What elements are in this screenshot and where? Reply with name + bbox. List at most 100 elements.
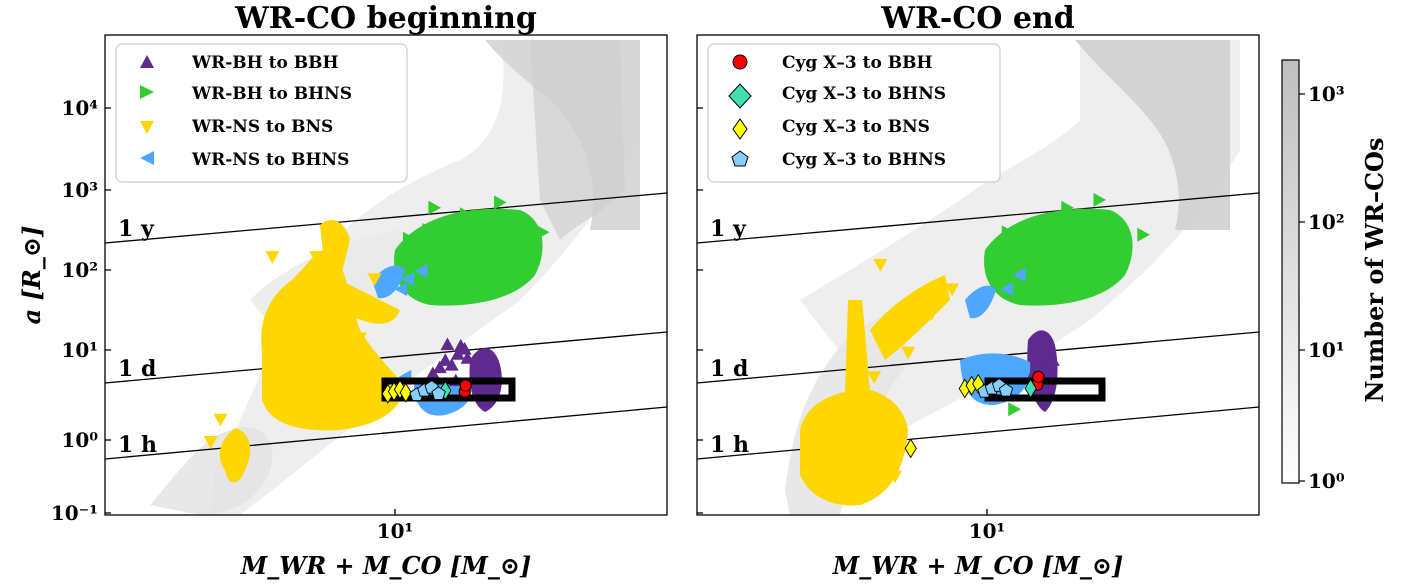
left-legend: WR-BH to BBH WR-BH to BHNS WR-NS to BNS … — [115, 43, 408, 183]
left-point-triangle-right — [460, 207, 473, 222]
left-point-triangle-right — [521, 243, 535, 258]
right-point-triangle-down — [945, 283, 960, 297]
left-panel-title: WR-CO beginning — [234, 1, 537, 36]
right-point-triangle-up — [1045, 353, 1060, 366]
left-point-triangle-up — [450, 347, 465, 360]
right-point-triangle-left — [1013, 366, 1026, 381]
left-point-triangle-up — [444, 357, 459, 371]
right-cygx3-point-circle — [1032, 370, 1045, 383]
left-dense-clouds — [219, 208, 543, 483]
left-legend-box — [115, 43, 408, 183]
right-label-1y: 1 y — [710, 216, 747, 242]
left-highlight-layer — [381, 379, 472, 404]
left-point-triangle-down — [281, 307, 296, 321]
left-line-1y — [105, 192, 667, 244]
right-point-triangle-right — [1069, 231, 1083, 246]
left-point-triangle-right — [455, 271, 468, 286]
left-ytick-1e2: 10² — [61, 258, 98, 282]
right-panel: 1 y 1 d 1 h Cyg X–3 to BBH Cyg X–3 to BH… — [696, 34, 1260, 580]
legend-triangle-left-icon — [140, 151, 154, 165]
left-panel: 1 y 1 d 1 h WR-BH to BBH WR-BH to BHNS W… — [17, 34, 668, 580]
legend-triangle-right-icon — [140, 85, 154, 99]
left-point-triangle-down — [353, 332, 368, 346]
right-legend-label-3: Cyg X–3 to BNS — [782, 117, 930, 137]
colorbar-tick-1e3: 10³ — [1308, 82, 1345, 106]
left-point-triangle-right — [402, 231, 416, 246]
left-legend-label-4: WR-NS to BHNS — [191, 150, 349, 170]
left-cygx3-point-circle — [459, 379, 472, 392]
left-legend-label-3: WR-NS to BNS — [191, 117, 333, 137]
right-line-1h — [697, 406, 1259, 460]
right-cygx3-point-diamond — [1024, 378, 1037, 399]
right-point-triangle-down — [857, 428, 872, 441]
right-point-triangle-right — [1137, 227, 1150, 242]
left-point-triangle-down — [309, 359, 324, 372]
colorbar-tick-1e0: 10⁰ — [1308, 469, 1345, 493]
left-ytick-1e3: 10³ — [61, 178, 98, 202]
right-point-triangle-left — [1000, 282, 1013, 297]
colorbar-tick-1e2: 10² — [1308, 210, 1345, 234]
left-legend-label-1: WR-BH to BBH — [191, 53, 339, 73]
right-legend: Cyg X–3 to BBH Cyg X–3 to BHNS Cyg X–3 t… — [707, 43, 1001, 183]
right-point-triangle-up — [1030, 357, 1045, 371]
right-point-triangle-down — [839, 440, 854, 454]
left-point-triangle-down — [332, 297, 347, 311]
left-point-triangle-up — [457, 342, 472, 355]
legend-diamond-icon — [728, 83, 752, 109]
left-point-triangle-up — [440, 337, 455, 351]
colorbar-label: Number of WR–COs — [1360, 138, 1389, 403]
left-point-triangle-up — [460, 351, 475, 364]
colorbar: 10⁰ 10¹ 10² 10³ Number of WR–COs — [1281, 59, 1389, 493]
right-panel-title: WR-CO end — [880, 1, 1074, 36]
right-point-triangle-left — [1013, 267, 1026, 282]
colorbar-tick-1e1: 10¹ — [1308, 338, 1345, 362]
legend-triangle-up-icon — [140, 55, 154, 68]
left-label-1h: 1 h — [118, 432, 157, 458]
right-point-triangle-right — [1008, 402, 1021, 417]
left-point-triangle-right — [508, 216, 522, 231]
right-point-triangle-right — [1061, 200, 1074, 215]
left-point-triangle-down — [203, 435, 218, 449]
right-x-axis-label: M_WR + M_CO [M_⊙] — [832, 551, 1124, 580]
left-point-triangle-up — [432, 360, 447, 374]
left-x-axis-label: M_WR + M_CO [M_⊙] — [240, 551, 532, 580]
left-point-triangle-down — [265, 251, 280, 264]
right-legend-label-2: Cyg X–3 to BHNS — [782, 84, 946, 104]
left-point-triangle-up — [425, 366, 440, 380]
left-axes-frame — [104, 34, 668, 516]
right-point-triangle-up — [1040, 363, 1055, 377]
left-point-triangle-down — [287, 346, 302, 360]
left-point-triangle-right — [490, 236, 503, 251]
right-ticks — [697, 107, 988, 515]
left-point-triangle-right — [428, 200, 441, 215]
left-point-triangle-left — [394, 282, 408, 297]
legend-diamond-small-icon — [732, 118, 748, 140]
right-point-triangle-down — [924, 307, 939, 321]
left-point-triangle-down — [367, 273, 382, 286]
left-point-triangle-right — [439, 249, 453, 264]
right-line-1y — [697, 192, 1259, 244]
left-ytick-1e4: 10⁴ — [61, 96, 98, 120]
left-point-triangle-left — [414, 264, 428, 279]
right-point-triangle-right — [1120, 239, 1133, 254]
left-y-ticks — [105, 107, 396, 515]
left-ytick-1e-1: 10⁻¹ — [51, 501, 98, 525]
left-point-triangle-down — [321, 269, 336, 282]
legend-triangle-down-icon — [140, 121, 154, 134]
left-point-triangle-left — [401, 271, 415, 286]
right-point-triangle-right — [1001, 225, 1015, 240]
left-line-1h — [105, 406, 667, 460]
right-point-triangle-up — [1032, 338, 1047, 352]
right-point-triangle-down — [873, 452, 888, 466]
left-legend-label-2: WR-BH to BHNS — [191, 84, 352, 104]
right-cygx3-point-diamond — [904, 438, 917, 459]
left-point-triangle-right — [536, 225, 550, 240]
right-point-triangle-right — [1103, 222, 1117, 237]
left-point-triangle-right — [494, 195, 507, 210]
right-point-triangle-right — [1052, 267, 1065, 282]
left-point-triangle-down — [353, 389, 368, 402]
right-point-triangle-down — [913, 297, 928, 311]
legend-pentagon-icon — [731, 150, 749, 167]
left-point-triangle-down — [309, 251, 324, 264]
